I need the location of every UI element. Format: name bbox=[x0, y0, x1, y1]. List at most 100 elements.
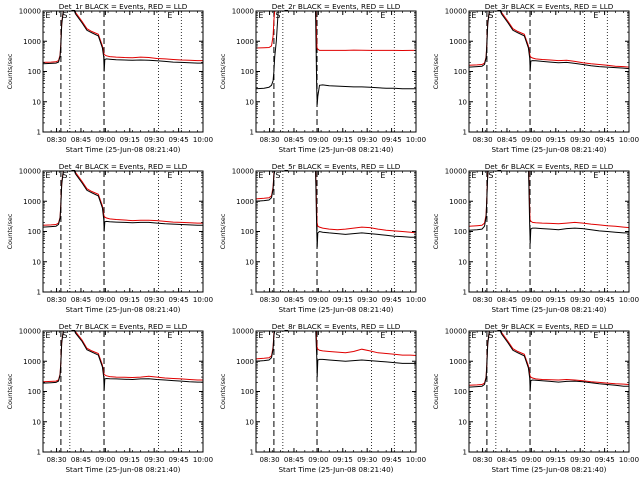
y-tick-label: 1000 bbox=[23, 38, 41, 46]
events-series-line bbox=[256, 11, 416, 105]
annotation-label: E bbox=[45, 331, 50, 340]
x-tick-label: 08:30 bbox=[46, 136, 66, 144]
y-tick-label: 10000 bbox=[232, 8, 254, 16]
y-tick-label: 100 bbox=[28, 68, 41, 76]
x-tick-label: 10:00 bbox=[619, 296, 639, 304]
x-tick-label: 09:45 bbox=[168, 136, 188, 144]
x-tick-label: 09:30 bbox=[357, 136, 377, 144]
x-tick-label: 09:45 bbox=[594, 136, 614, 144]
annotation-label: S bbox=[488, 171, 493, 180]
x-tick-label: 09:15 bbox=[333, 456, 353, 464]
annotation-label: E bbox=[258, 11, 263, 20]
x-tick-label: 08:30 bbox=[46, 296, 66, 304]
annotation-label: S bbox=[62, 11, 67, 20]
y-tick-label: 1 bbox=[37, 449, 41, 457]
y-axis-label: Counts/sec bbox=[6, 213, 14, 249]
y-tick-label: 1000 bbox=[236, 38, 254, 46]
x-tick-label: 09:30 bbox=[144, 296, 164, 304]
y-tick-label: 10 bbox=[32, 98, 41, 106]
x-tick-label: 09:00 bbox=[308, 136, 328, 144]
y-tick-label: 1 bbox=[250, 129, 254, 137]
detector-panel: Det_3r BLACK = Events, RED = LLD S E E 1 10 10… bbox=[426, 0, 639, 160]
y-tick-label: 10000 bbox=[232, 328, 254, 336]
chart-title: Det_9r BLACK = Events, RED = LLD bbox=[485, 322, 614, 331]
x-tick-label: 09:30 bbox=[357, 456, 377, 464]
x-tick-label: 09:00 bbox=[308, 456, 328, 464]
x-tick-label: 10:00 bbox=[406, 456, 426, 464]
y-tick-label: 1000 bbox=[449, 198, 467, 206]
y-axis-label: Counts/sec bbox=[219, 213, 227, 249]
x-axis-label: Start Time (25-Jun-08 08:21:40) bbox=[65, 465, 180, 474]
x-tick-label: 09:00 bbox=[95, 136, 115, 144]
annotation-label: S bbox=[488, 11, 493, 20]
y-axis-label: Counts/sec bbox=[432, 213, 440, 249]
y-tick-label: 10000 bbox=[232, 168, 254, 176]
x-tick-label: 08:45 bbox=[284, 136, 304, 144]
annotation-label: E bbox=[167, 171, 172, 180]
plot-frame bbox=[42, 10, 204, 133]
x-tick-label: 09:15 bbox=[546, 136, 566, 144]
x-tick-label: 09:45 bbox=[381, 136, 401, 144]
annotation-label: E bbox=[380, 171, 385, 180]
events-series-line bbox=[256, 331, 416, 378]
x-tick-label: 10:00 bbox=[406, 136, 426, 144]
x-axis-label: Start Time (25-Jun-08 08:21:40) bbox=[278, 305, 393, 314]
chart-title: Det_1r BLACK = Events, RED = LLD bbox=[59, 2, 188, 11]
x-tick-label: 09:00 bbox=[308, 296, 328, 304]
y-tick-label: 100 bbox=[454, 68, 467, 76]
chart-title: Det_8r BLACK = Events, RED = LLD bbox=[272, 322, 401, 331]
y-tick-label: 10 bbox=[32, 258, 41, 266]
x-tick-label: 09:30 bbox=[570, 136, 590, 144]
y-axis-label: Counts/sec bbox=[432, 53, 440, 89]
y-tick-label: 1000 bbox=[23, 358, 41, 366]
y-tick-label: 1 bbox=[463, 129, 467, 137]
x-tick-label: 08:30 bbox=[259, 456, 279, 464]
y-tick-label: 100 bbox=[241, 228, 254, 236]
x-tick-label: 08:30 bbox=[259, 136, 279, 144]
x-tick-label: 09:15 bbox=[333, 136, 353, 144]
annotation-label: S bbox=[488, 331, 493, 340]
chart-title: Det_3r BLACK = Events, RED = LLD bbox=[485, 2, 614, 11]
y-tick-label: 10000 bbox=[19, 8, 41, 16]
x-tick-label: 09:45 bbox=[381, 296, 401, 304]
x-tick-label: 09:45 bbox=[594, 456, 614, 464]
x-tick-label: 10:00 bbox=[619, 456, 639, 464]
annotation-label: S bbox=[275, 11, 280, 20]
y-tick-label: 10000 bbox=[445, 328, 467, 336]
x-axis-label: Start Time (25-Jun-08 08:21:40) bbox=[491, 145, 606, 154]
x-tick-label: 08:45 bbox=[71, 456, 91, 464]
annotation-label: E bbox=[45, 11, 50, 20]
y-tick-label: 1000 bbox=[236, 358, 254, 366]
x-tick-label: 08:30 bbox=[259, 296, 279, 304]
x-tick-label: 08:45 bbox=[497, 136, 517, 144]
y-tick-label: 1 bbox=[250, 449, 254, 457]
x-tick-label: 09:15 bbox=[120, 456, 140, 464]
detector-panel: Det_4r BLACK = Events, RED = LLD S E E 1 10 10… bbox=[0, 160, 213, 320]
y-tick-label: 10 bbox=[245, 98, 254, 106]
x-tick-label: 08:45 bbox=[284, 296, 304, 304]
x-axis-label: Start Time (25-Jun-08 08:21:40) bbox=[278, 145, 393, 154]
x-axis-label: Start Time (25-Jun-08 08:21:40) bbox=[491, 305, 606, 314]
detector-panel: Det_9r BLACK = Events, RED = LLD S E E 1 10 10… bbox=[426, 320, 639, 480]
y-tick-label: 1000 bbox=[449, 38, 467, 46]
x-tick-label: 10:00 bbox=[193, 456, 213, 464]
y-tick-label: 1 bbox=[463, 289, 467, 297]
y-tick-label: 100 bbox=[454, 228, 467, 236]
annotation-label: E bbox=[258, 171, 263, 180]
events-series-line bbox=[43, 171, 203, 232]
x-tick-label: 09:45 bbox=[168, 296, 188, 304]
y-tick-label: 100 bbox=[241, 388, 254, 396]
x-tick-label: 09:30 bbox=[144, 456, 164, 464]
y-tick-label: 100 bbox=[28, 388, 41, 396]
y-tick-label: 1 bbox=[37, 289, 41, 297]
annotation-label: E bbox=[380, 11, 385, 20]
annotation-label: E bbox=[471, 331, 476, 340]
y-tick-label: 1 bbox=[37, 129, 41, 137]
x-axis-label: Start Time (25-Jun-08 08:21:40) bbox=[491, 465, 606, 474]
annotation-label: S bbox=[275, 171, 280, 180]
y-tick-label: 10 bbox=[245, 418, 254, 426]
x-axis-label: Start Time (25-Jun-08 08:21:40) bbox=[65, 145, 180, 154]
chart-title: Det_5r BLACK = Events, RED = LLD bbox=[272, 162, 401, 171]
